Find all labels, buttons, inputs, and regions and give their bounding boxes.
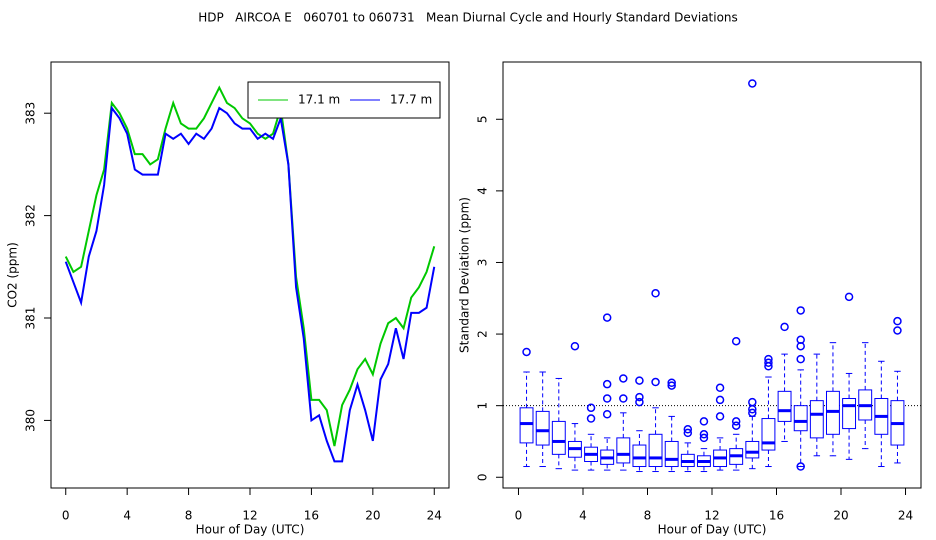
outlier [715, 383, 725, 393]
box [745, 440, 760, 459]
x-tick-label: 24 [427, 509, 442, 523]
outlier [893, 326, 902, 335]
y-tick-label: 5 [476, 115, 490, 123]
outlier [635, 392, 644, 402]
outlier [796, 335, 805, 345]
outlier [731, 417, 741, 426]
outlier [635, 397, 644, 407]
y-tick-label: 383 [24, 102, 38, 125]
x-tick-label: 24 [898, 509, 913, 523]
box [648, 433, 663, 468]
box [551, 420, 566, 455]
box [632, 444, 647, 468]
outlier [651, 289, 660, 298]
outlier [715, 395, 725, 405]
outlier [699, 433, 709, 443]
box [664, 440, 679, 468]
box [793, 405, 808, 432]
x-tick-label: 8 [185, 509, 193, 523]
outlier [796, 462, 805, 471]
x-tick-label: 8 [644, 509, 652, 523]
outlier [699, 430, 709, 439]
y-tick-label: 4 [476, 187, 490, 195]
outlier [764, 358, 773, 367]
box [535, 410, 550, 446]
x-tick-label: 16 [304, 509, 319, 523]
outlier [748, 408, 757, 418]
x-axis-label: Hour of Day (UTC) [658, 523, 767, 537]
outlier [586, 403, 596, 413]
outlier [602, 410, 612, 419]
x-tick-label: 12 [242, 509, 257, 523]
x-tick-label: 4 [579, 509, 587, 523]
x-tick-label: 0 [515, 509, 523, 523]
legend-label: 17.7 m [390, 93, 432, 107]
x-tick-label: 20 [365, 509, 380, 523]
outlier [748, 397, 757, 407]
y-axis-label: Standard Deviation (ppm) [458, 197, 472, 353]
y-tick-label: 1 [476, 402, 490, 410]
outlier [731, 421, 741, 430]
box [616, 437, 631, 464]
outlier [893, 316, 902, 326]
y-tick-label: 380 [24, 409, 38, 432]
y-tick-label: 0 [476, 473, 490, 481]
outlier [715, 412, 725, 421]
outlier [570, 341, 580, 351]
outlier [651, 377, 660, 387]
outlier [667, 381, 676, 390]
legend: 17.1 m 17.7 m [247, 81, 441, 119]
outlier [586, 414, 596, 423]
x-tick-label: 4 [123, 509, 131, 523]
outlier [602, 394, 612, 403]
box [809, 400, 824, 439]
x-tick-label: 20 [833, 509, 848, 523]
outlier [731, 336, 741, 346]
y-axis-label: CO2 (ppm) [6, 242, 20, 308]
outlier [619, 394, 628, 403]
legend-label: 17.1 m [298, 93, 340, 107]
x-tick-label: 12 [704, 509, 719, 523]
box [519, 407, 534, 444]
outlier [844, 292, 854, 302]
outlier [667, 378, 676, 388]
outlier [602, 313, 612, 322]
box [761, 418, 776, 451]
y-tick-label: 381 [24, 307, 38, 330]
data-line [64, 105, 436, 463]
outlier [796, 354, 805, 364]
outlier [635, 376, 644, 385]
y-tick-label: 2 [476, 330, 490, 338]
outlier [764, 354, 773, 364]
outlier [522, 347, 531, 357]
outlier [748, 79, 757, 88]
x-axis-label: Hour of Day (UTC) [196, 523, 305, 537]
outlier [619, 374, 628, 383]
outlier [683, 428, 693, 438]
y-tick-label: 3 [476, 259, 490, 267]
y-tick-label: 382 [24, 204, 38, 227]
data-line [64, 85, 436, 447]
x-tick-label: 0 [62, 509, 70, 523]
box [842, 398, 857, 430]
outlier [780, 322, 789, 332]
figure-title: HDP AIRCOA E 060701 to 060731 Mean Diurn… [198, 11, 738, 25]
outlier [699, 417, 709, 426]
box [777, 390, 792, 422]
outlier [602, 379, 612, 389]
outlier [683, 425, 693, 434]
outlier [796, 306, 805, 315]
panel: 0 4 8 12 16 20 24 Hour of Day (UTC) 380 381 382 383… [6, 61, 450, 537]
x-tick-label: 16 [769, 509, 784, 523]
